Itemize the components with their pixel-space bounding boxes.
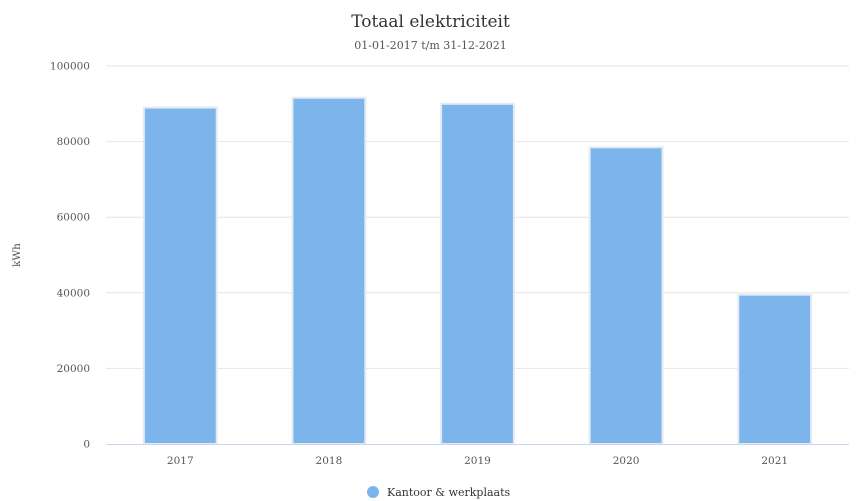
legend-swatch[interactable] xyxy=(367,486,379,498)
legend-label[interactable]: Kantoor & werkplaats xyxy=(387,486,511,499)
bar-2021[interactable] xyxy=(737,293,813,445)
bar-2018[interactable] xyxy=(291,96,367,445)
x-tick-label: 2017 xyxy=(167,455,194,467)
x-tick-label: 2018 xyxy=(316,455,343,467)
chart-title: Totaal elektriciteit xyxy=(351,12,510,32)
legend[interactable]: Kantoor & werkplaats xyxy=(367,486,511,499)
y-tick-label: 100000 xyxy=(50,61,90,73)
x-tick-label: 2019 xyxy=(464,455,491,467)
bar-2020[interactable] xyxy=(588,146,664,446)
chart-subtitle: 01-01-2017 t/m 31-12-2021 xyxy=(354,39,506,52)
bar-2017[interactable] xyxy=(142,106,218,446)
y-tick-label: 80000 xyxy=(57,136,90,148)
bar-2019[interactable] xyxy=(440,102,515,446)
y-axis-tick-labels: 0 20000 40000 60000 80000 100000 xyxy=(50,61,90,451)
y-tick-label: 40000 xyxy=(57,287,90,299)
y-axis-title: kWh xyxy=(11,243,23,267)
bars xyxy=(142,96,813,446)
x-tick-label: 2020 xyxy=(613,455,640,467)
y-tick-label: 20000 xyxy=(57,363,90,375)
y-tick-label: 0 xyxy=(83,439,90,451)
x-tick-label: 2021 xyxy=(761,455,788,467)
x-axis-tick-labels: 2017 2018 2019 2020 2021 xyxy=(167,455,788,467)
y-tick-label: 60000 xyxy=(57,212,90,224)
